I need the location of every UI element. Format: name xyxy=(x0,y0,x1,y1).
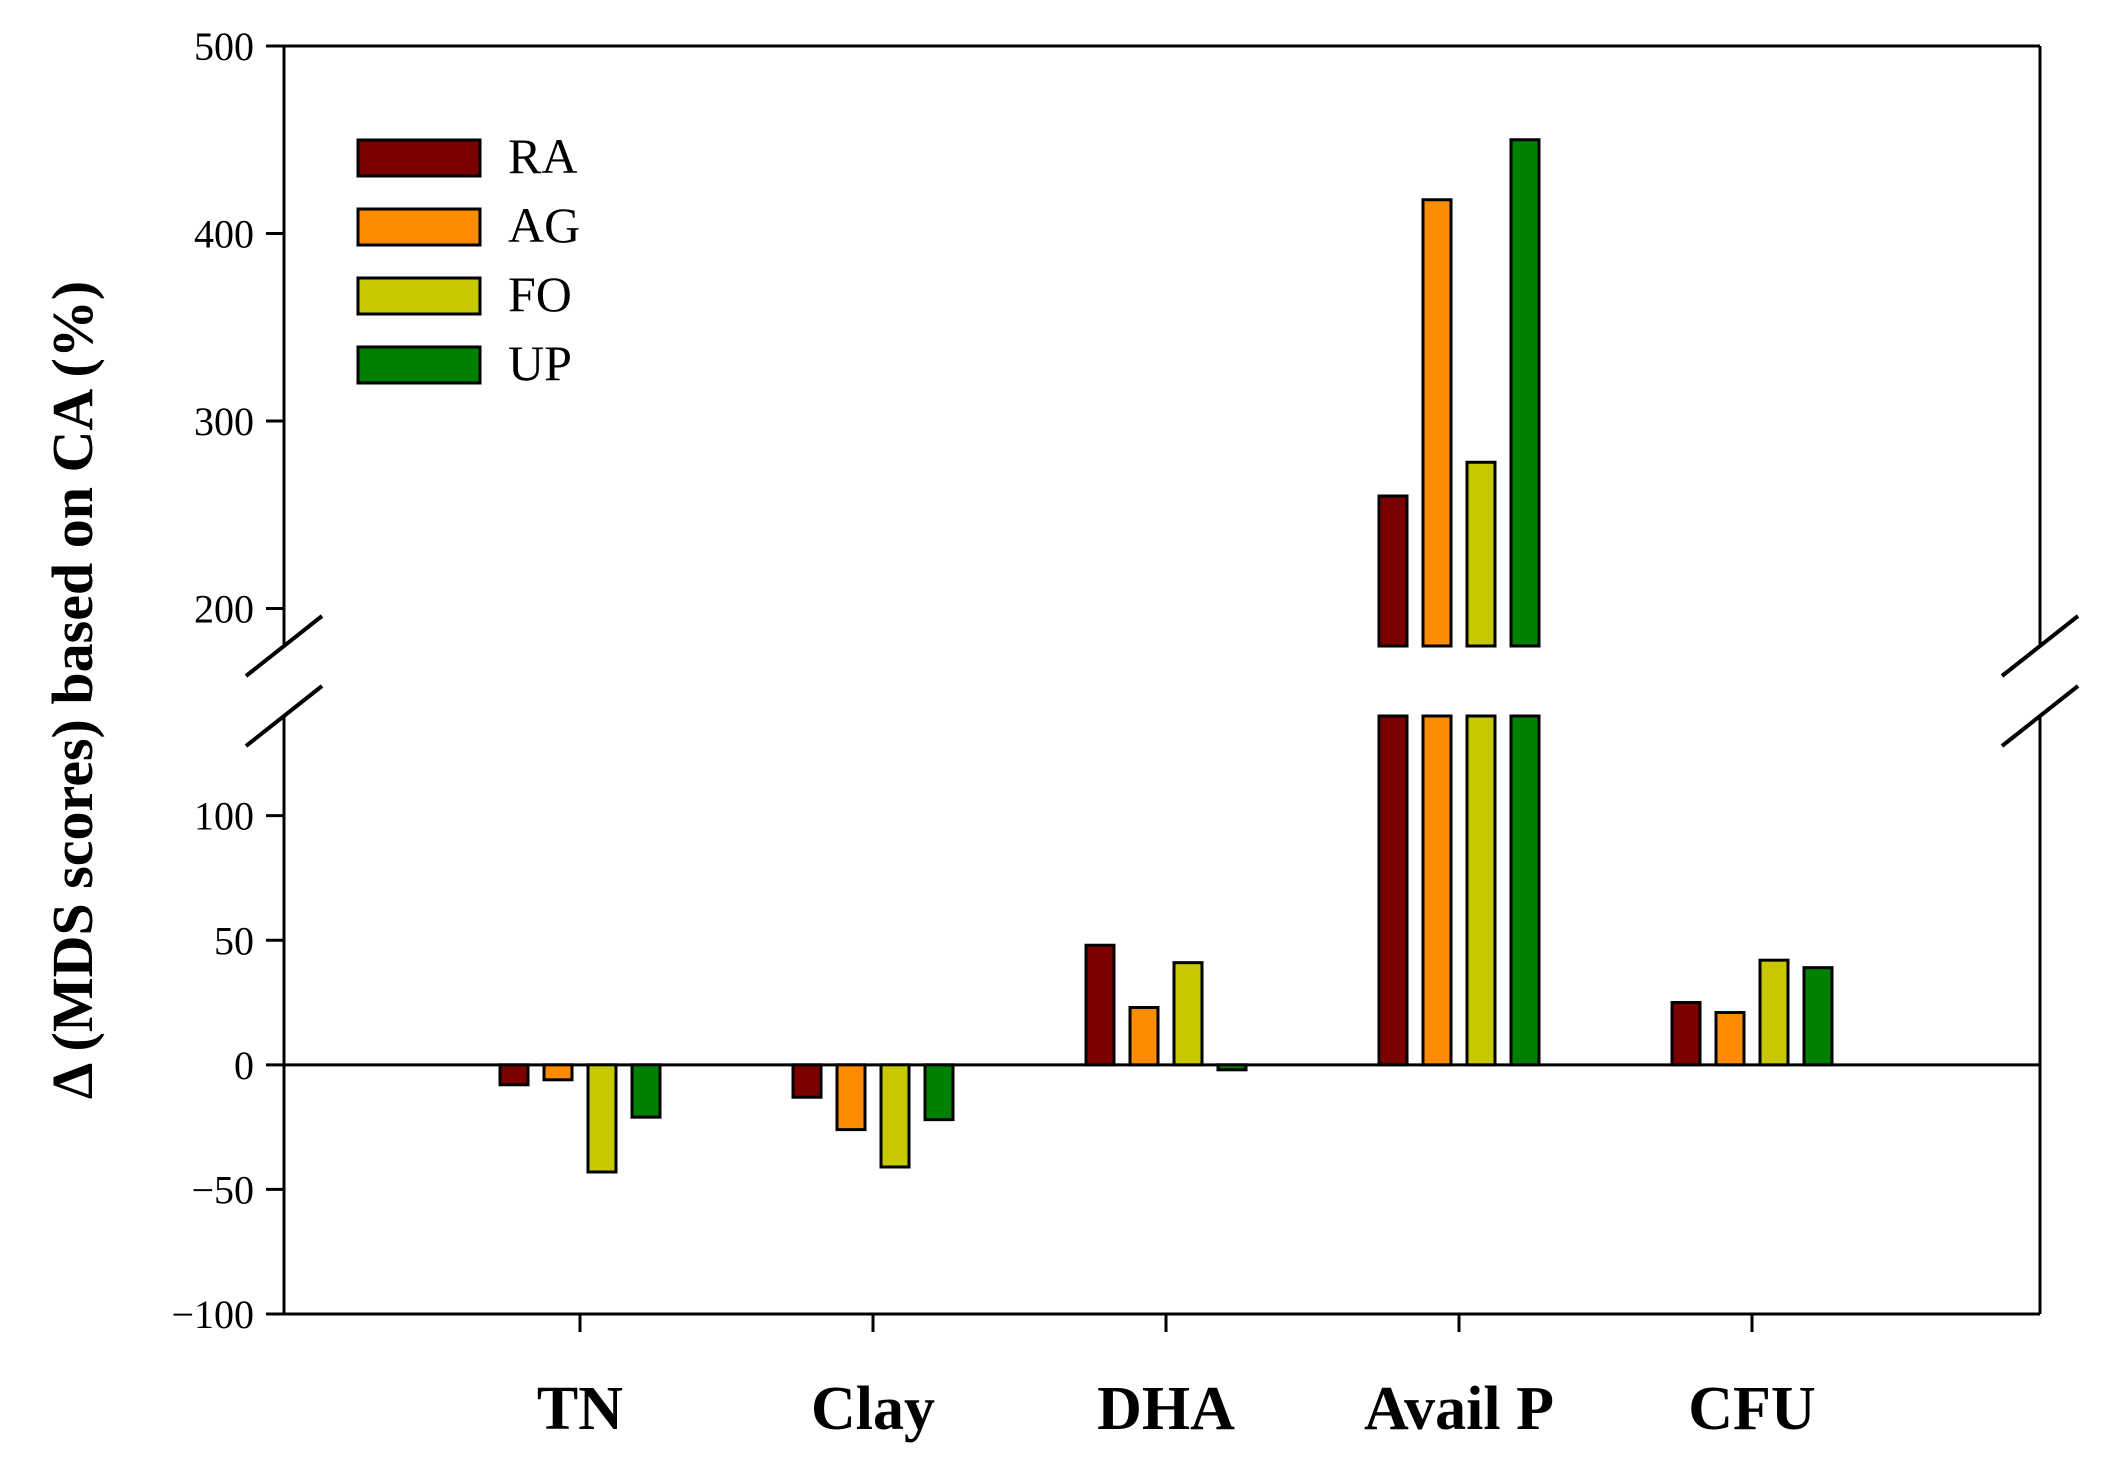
bar-up-cfu xyxy=(1802,966,1834,1067)
break-mark-right-lower xyxy=(2000,684,2080,748)
bar-ra-dha xyxy=(1084,943,1116,1067)
bar-ra-cfu xyxy=(1670,1001,1702,1067)
y-tick-label: 0 xyxy=(234,1043,254,1088)
bar-up-dha xyxy=(1216,1063,1248,1072)
bar-ag-avail-p-lower xyxy=(1421,714,1453,1067)
legend-swatch-fo xyxy=(356,276,482,316)
x-tick-label: Avail P xyxy=(1364,1375,1554,1443)
bar-up-avail-p-lower xyxy=(1509,714,1541,1067)
bar-fo-clay xyxy=(879,1063,911,1169)
y-tick-label: 200 xyxy=(194,587,254,632)
bars-group xyxy=(498,138,1834,1174)
y-axis: −100 −50 0 50 100 200 300 400 500 xyxy=(171,24,284,1337)
break-mark-right-upper xyxy=(2000,614,2080,678)
bar-ag-cfu xyxy=(1714,1011,1746,1067)
x-tick-label: Clay xyxy=(811,1375,935,1443)
x-tick-label: TN xyxy=(537,1375,623,1443)
bar-up-tn xyxy=(630,1063,662,1119)
y-axis-label: Δ (MDS scores) based on CA (%) xyxy=(40,281,105,1099)
x-axis: TN Clay DHA Avail P CFU xyxy=(537,1314,1816,1443)
bar-ag-clay xyxy=(835,1063,867,1132)
bar-up-avail-p-upper xyxy=(1509,138,1541,648)
break-mark-left-lower xyxy=(244,684,324,748)
break-mark-left-upper xyxy=(244,614,324,678)
y-tick-label: 50 xyxy=(214,918,254,963)
bar-ag-dha xyxy=(1128,1006,1160,1067)
bar-ra-tn xyxy=(498,1063,530,1087)
y-tick-label: 300 xyxy=(194,399,254,444)
bar-ag-avail-p-upper xyxy=(1421,198,1453,648)
bar-ra-avail-p-lower xyxy=(1377,714,1409,1067)
bar-fo-avail-p-lower xyxy=(1465,714,1497,1067)
bar-fo-avail-p-upper xyxy=(1465,460,1497,648)
legend-label-up: UP xyxy=(508,335,572,391)
legend: RA AG FO UP xyxy=(356,128,580,391)
bar-fo-dha xyxy=(1172,961,1204,1067)
bar-ra-avail-p-upper xyxy=(1377,494,1409,648)
bar-ag-tn xyxy=(542,1063,574,1082)
x-tick-label: CFU xyxy=(1688,1375,1815,1443)
y-tick-label: 400 xyxy=(194,212,254,257)
axis-break-marks xyxy=(244,614,2080,748)
legend-label-ra: RA xyxy=(508,128,577,184)
x-tick-label: DHA xyxy=(1097,1375,1235,1443)
y-tick-label: 100 xyxy=(194,794,254,839)
bar-fo-cfu xyxy=(1758,958,1790,1067)
bar-up-clay xyxy=(923,1063,955,1122)
legend-label-fo: FO xyxy=(508,266,572,322)
legend-swatch-ra xyxy=(356,138,482,178)
legend-swatch-up xyxy=(356,345,482,385)
bar-fo-tn xyxy=(586,1063,618,1174)
bar-ra-clay xyxy=(791,1063,823,1099)
legend-label-ag: AG xyxy=(508,197,580,253)
y-tick-label: −50 xyxy=(191,1167,254,1212)
y-tick-label: 500 xyxy=(194,24,254,69)
y-tick-label: −100 xyxy=(171,1292,254,1337)
legend-swatch-ag xyxy=(356,207,482,247)
